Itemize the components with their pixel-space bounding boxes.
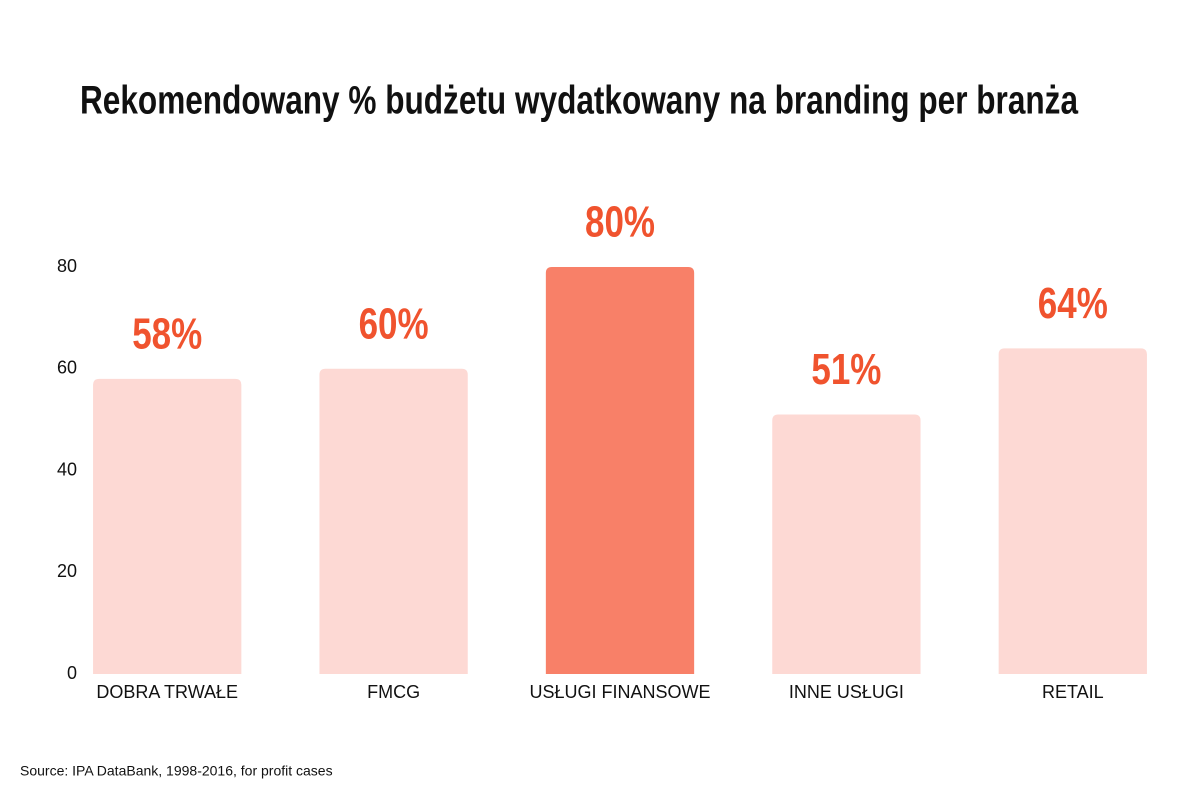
bar: [319, 368, 468, 674]
value-label: 60%: [359, 299, 429, 348]
value-label: 80%: [585, 198, 655, 247]
x-tick-label: INNE USŁUGI: [789, 682, 904, 702]
value-label: 64%: [1038, 279, 1108, 328]
value-label: 51%: [811, 345, 881, 394]
value-label: 58%: [132, 310, 202, 359]
chart-title: Rekomendowany % budżetu wydatkowany na b…: [80, 79, 1079, 123]
source-note: Source: IPA DataBank, 1998-2016, for pro…: [20, 763, 333, 779]
x-tick-label: USŁUGI FINANSOWE: [529, 682, 710, 702]
bar: [93, 378, 242, 674]
x-tick-label: DOBRA TRWAŁE: [96, 682, 238, 702]
bar: [772, 414, 921, 674]
y-tick-label: 0: [67, 663, 77, 683]
x-tick-label: RETAIL: [1042, 682, 1104, 702]
y-tick-label: 20: [57, 561, 77, 581]
y-tick-label: 80: [57, 256, 77, 276]
y-tick-label: 40: [57, 459, 77, 479]
bar: [998, 348, 1147, 674]
bar: [545, 267, 695, 674]
x-tick-label: FMCG: [367, 682, 420, 702]
y-tick-label: 60: [57, 358, 77, 378]
